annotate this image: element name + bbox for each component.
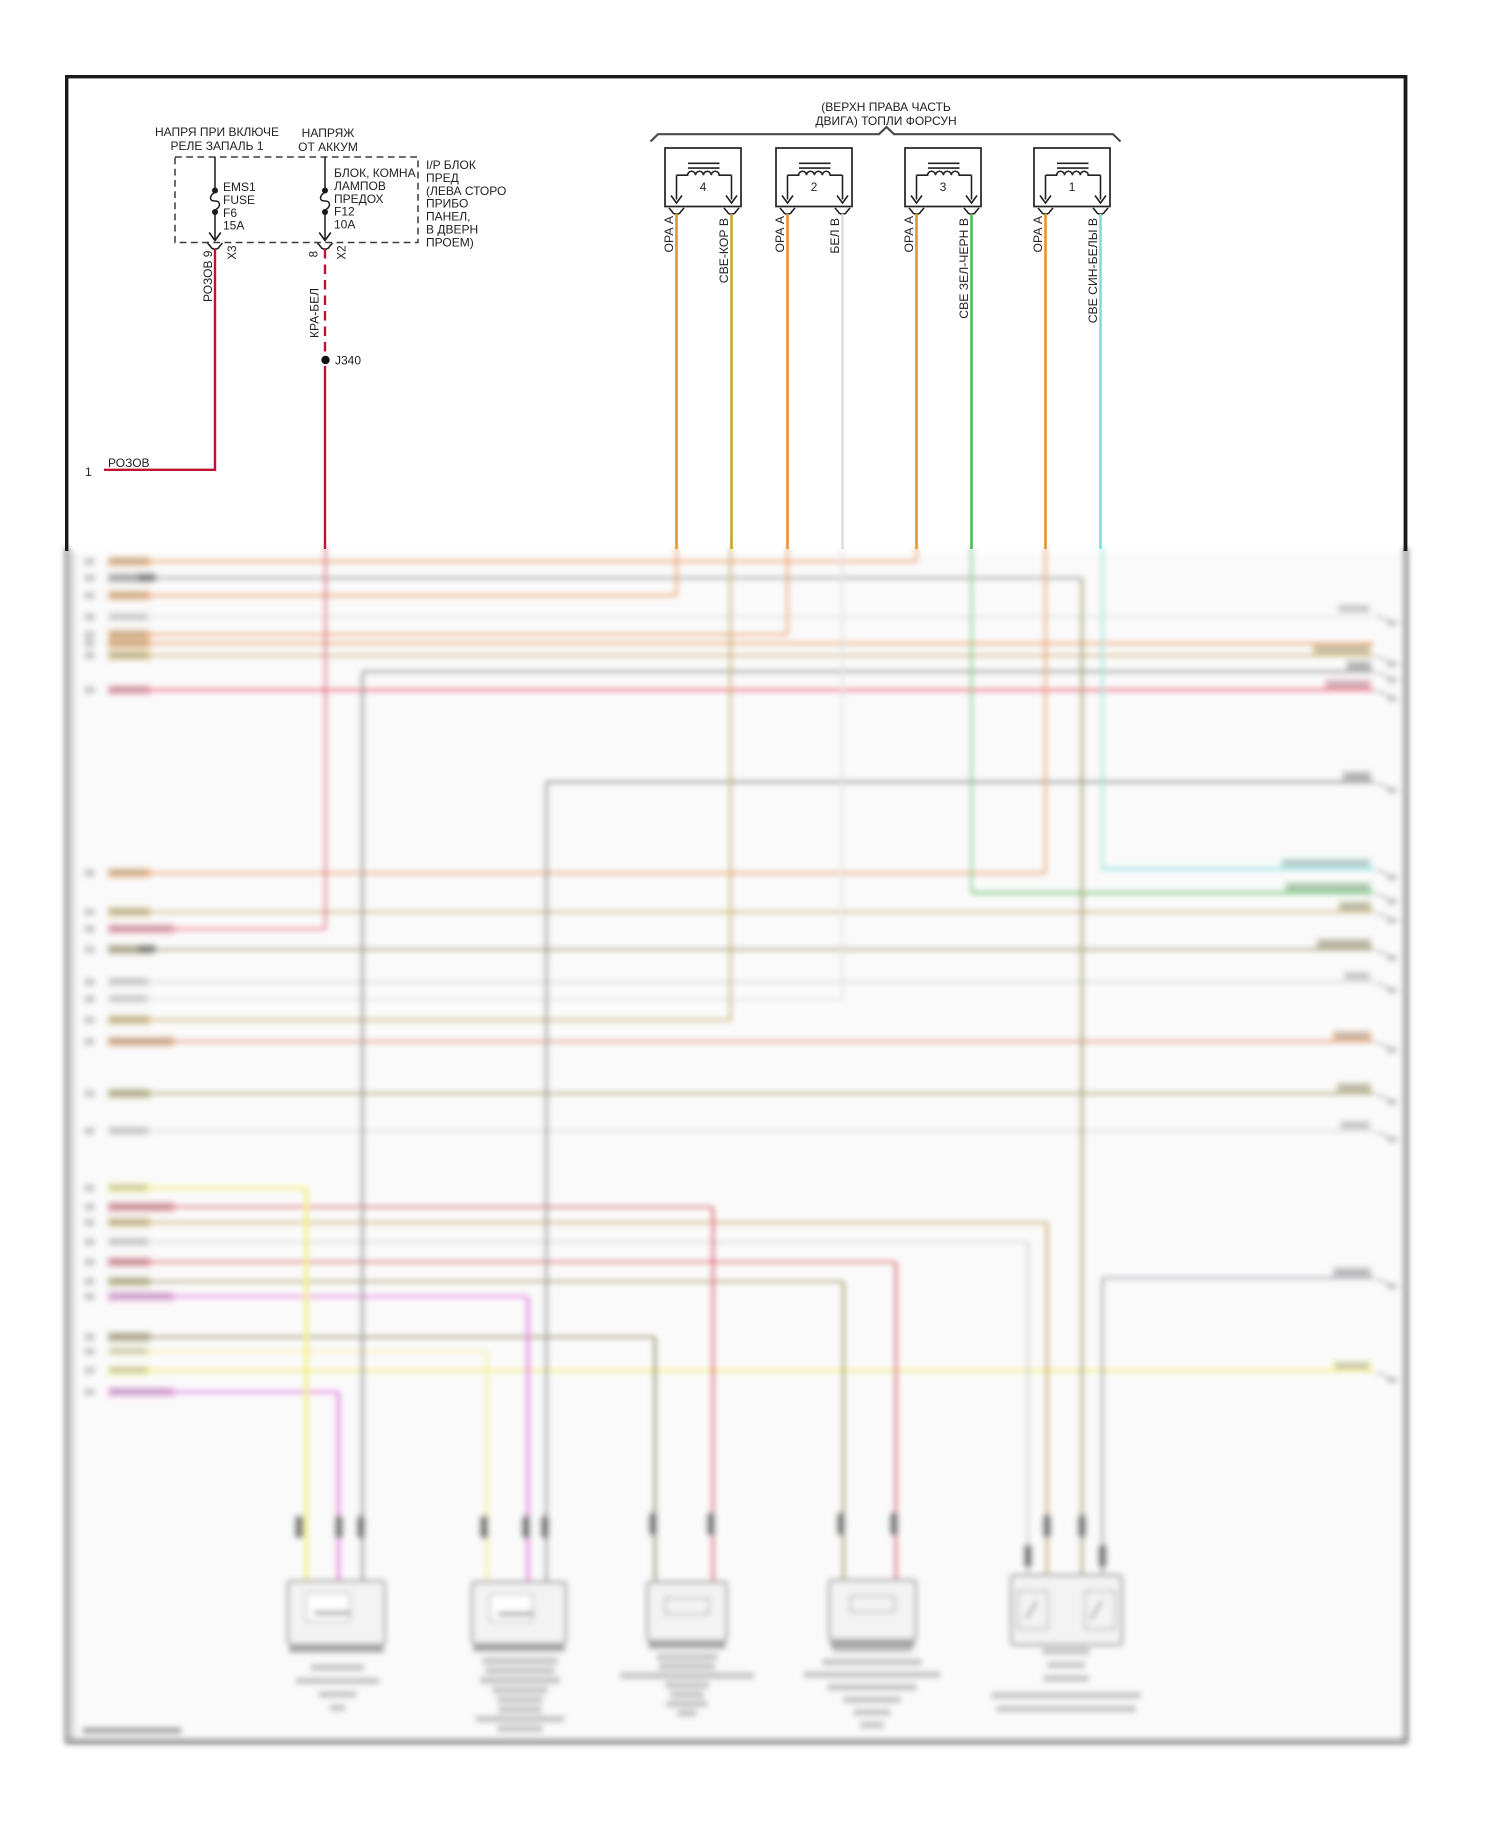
svg-text:3: 3: [940, 180, 947, 194]
svg-text:ЛАМПОВ: ЛАМПОВ: [334, 179, 386, 193]
svg-text:ПРЕД: ПРЕД: [426, 171, 459, 185]
svg-text:1: 1: [85, 465, 92, 479]
svg-text:I/P БЛОК: I/P БЛОК: [426, 158, 476, 172]
svg-text:ПРОЕМ): ПРОЕМ): [426, 235, 474, 249]
svg-text:8: 8: [309, 251, 321, 257]
svg-text:4: 4: [700, 180, 707, 194]
svg-text:EMS1: EMS1: [223, 180, 256, 194]
svg-text:(ЛЕВА СТОРО: (ЛЕВА СТОРО: [426, 184, 506, 198]
svg-text:15A: 15A: [223, 219, 244, 233]
svg-text:РЕЛЕ ЗАПАЛЬ 1: РЕЛЕ ЗАПАЛЬ 1: [171, 139, 264, 153]
svg-text:В ДВЕРН: В ДВЕРН: [426, 223, 478, 237]
svg-text:РОЗОВ: РОЗОВ: [108, 456, 150, 470]
svg-text:СВЕ ЗЕЛ-ЧЕРН В: СВЕ ЗЕЛ-ЧЕРН В: [957, 218, 971, 319]
svg-text:ОРА А: ОРА А: [902, 215, 916, 252]
svg-text:ОРА А: ОРА А: [662, 215, 676, 252]
svg-text:РОЗОВ 9: РОЗОВ 9: [201, 250, 215, 302]
svg-text:ПАНЕЛ,: ПАНЕЛ,: [426, 210, 471, 224]
svg-text:БЕЛ В: БЕЛ В: [828, 218, 842, 254]
svg-text:X2: X2: [337, 246, 349, 260]
svg-text:ДВИГА) ТОПЛИ ФОРСУН: ДВИГА) ТОПЛИ ФОРСУН: [815, 114, 956, 128]
svg-text:1: 1: [1069, 180, 1076, 194]
svg-text:(ВЕРХН ПРАВА ЧАСТЬ: (ВЕРХН ПРАВА ЧАСТЬ: [821, 100, 951, 114]
svg-text:СВЕ-КОР В: СВЕ-КОР В: [717, 218, 731, 283]
svg-text:ОРА А: ОРА А: [773, 215, 787, 252]
svg-text:X3: X3: [227, 246, 239, 260]
svg-text:ОТ АККУМ: ОТ АККУМ: [298, 140, 358, 154]
svg-text:ПРИБО: ПРИБО: [426, 197, 468, 211]
svg-text:НАПРЯ ПРИ ВКЛЮЧЕ: НАПРЯ ПРИ ВКЛЮЧЕ: [155, 125, 279, 139]
svg-text:J340: J340: [335, 354, 361, 368]
svg-text:ПРЕДОХ: ПРЕДОХ: [334, 192, 384, 206]
svg-text:FUSE: FUSE: [223, 193, 255, 207]
svg-text:2: 2: [811, 180, 818, 194]
svg-text:НАПРЯЖ: НАПРЯЖ: [302, 126, 355, 140]
svg-text:КРА-БЕЛ: КРА-БЕЛ: [308, 288, 322, 338]
svg-text:БЛОК, КОМНА: БЛОК, КОМНА: [334, 166, 416, 180]
svg-text:10A: 10A: [334, 218, 355, 232]
svg-text:ОРА А: ОРА А: [1031, 215, 1045, 252]
svg-text:F6: F6: [223, 206, 237, 220]
svg-text:СВЕ СИН-БЕЛЫ В: СВЕ СИН-БЕЛЫ В: [1086, 218, 1100, 323]
svg-text:F12: F12: [334, 205, 355, 219]
